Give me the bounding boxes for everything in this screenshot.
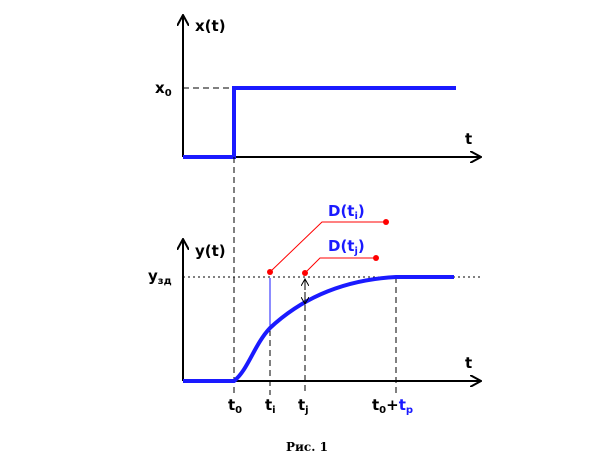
tick-t0-label: t0 (228, 396, 242, 416)
x0-label: x0 (155, 79, 172, 99)
figure-caption: Рис. 1 (286, 440, 328, 454)
bottom-t-axis-label: t (465, 354, 472, 372)
response-curve (183, 275, 454, 383)
callout-tj-dot-end (373, 255, 379, 261)
callout-ti-leader (269, 221, 385, 273)
y-setpoint-label: yзд (148, 267, 172, 287)
bottom-y-axis-label: y(t) (195, 242, 226, 260)
tick-tj-label: tj (298, 396, 309, 416)
callout-ti-dot-start (267, 269, 273, 275)
top-t-axis-label: t (465, 130, 472, 148)
top-plot: x(t) t x0 (155, 16, 480, 157)
tick-tp-label: t0+tp (372, 396, 413, 416)
top-y-axis-label: x(t) (195, 17, 226, 35)
callout-ti-label: D(ti) (328, 202, 365, 222)
bottom-plot: y(t) t yзд t0 ti tj t0+tp D(ti) D(tj) (148, 202, 480, 416)
callout-tj-leader (304, 257, 375, 274)
callout-ti-dot-end (383, 219, 389, 225)
callout-tj-dot-start (302, 270, 308, 276)
tick-ti-label: ti (265, 396, 276, 416)
step-input-curve (183, 86, 456, 159)
callout-tj-label: D(tj) (328, 237, 365, 257)
